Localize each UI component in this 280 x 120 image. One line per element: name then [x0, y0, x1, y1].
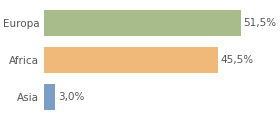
Bar — [44, 10, 241, 36]
Text: 51,5%: 51,5% — [244, 18, 277, 28]
Bar — [44, 47, 218, 73]
Bar — [44, 84, 55, 110]
Text: 3,0%: 3,0% — [58, 92, 85, 102]
Text: 45,5%: 45,5% — [221, 55, 254, 65]
